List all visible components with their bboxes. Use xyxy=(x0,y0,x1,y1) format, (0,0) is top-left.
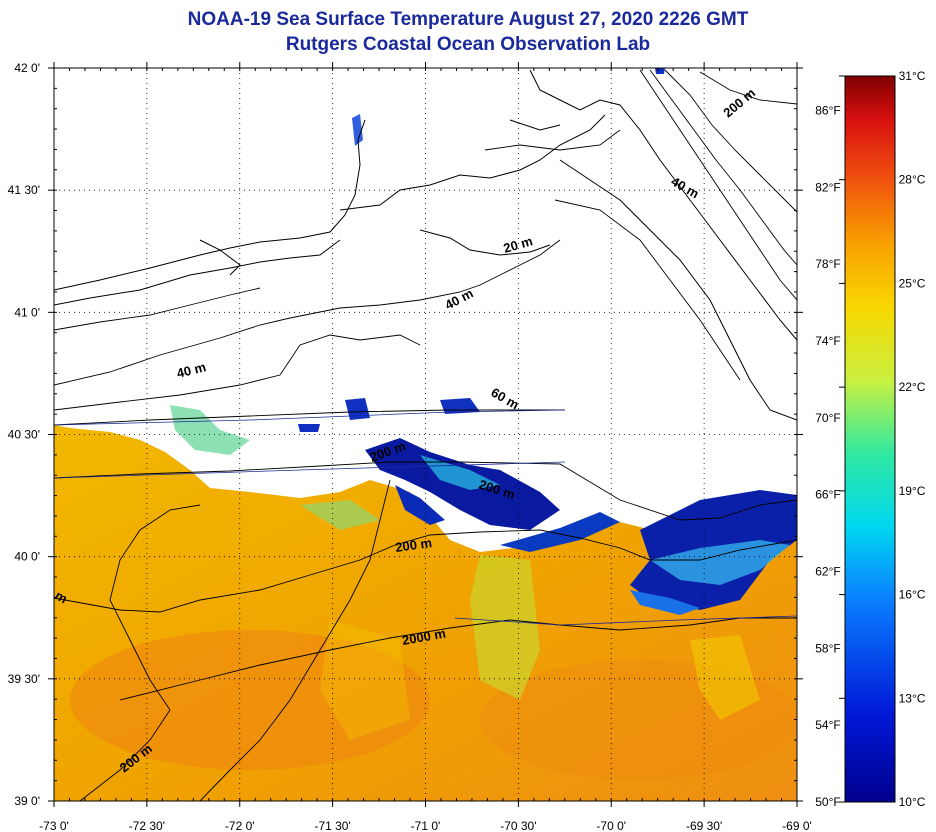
longitude-label: -72 30' xyxy=(129,819,165,832)
celsius-label: 19°C xyxy=(899,484,926,498)
longitude-label: -72 0' xyxy=(225,819,255,832)
longitude-label: -71 0' xyxy=(411,819,441,832)
fahrenheit-label: 50°F xyxy=(815,795,840,809)
fahrenheit-label: 86°F xyxy=(815,104,840,118)
latitude-label: 40 0' xyxy=(14,550,40,564)
latitude-label: 40 30' xyxy=(8,428,40,442)
latitude-label: 41 30' xyxy=(8,183,40,197)
celsius-label: 28°C xyxy=(899,173,926,187)
graticule xyxy=(54,68,797,801)
longitude-label: -70 30' xyxy=(500,819,536,832)
longitude-labels: -73 0' -72 30' -72 0' -71 30' -71 0' -70 30' -… xyxy=(39,819,812,832)
map-title: NOAA-19 Sea Surface Temperature August 2… xyxy=(187,9,749,30)
map-subtitle: Rutgers Coastal Ocean Observation Lab xyxy=(285,34,651,55)
fahrenheit-label: 66°F xyxy=(815,488,840,502)
latitude-label: 42 0' xyxy=(14,61,40,75)
fahrenheit-label: 74°F xyxy=(815,334,840,348)
celsius-label: 16°C xyxy=(899,588,926,602)
fahrenheit-label: 54°F xyxy=(815,718,840,732)
latitude-label: 41 0' xyxy=(14,305,40,319)
celsius-label: 10°C xyxy=(899,795,926,809)
fahrenheit-labels: 86°F 82°F 78°F 74°F 70°F 66°F 62°F 58°F 54°F 50°F xyxy=(815,104,840,809)
celsius-label: 13°C xyxy=(899,691,926,705)
celsius-label: 31°C xyxy=(899,69,926,83)
plot-area xyxy=(54,68,797,801)
axis-ticks xyxy=(48,62,803,807)
longitude-label: -73 0' xyxy=(39,819,69,832)
contour-label-200m-c: 200 m xyxy=(394,535,433,555)
fahrenheit-label: 78°F xyxy=(815,257,840,271)
contour-label-40m-w: 40 m xyxy=(175,359,207,381)
fahrenheit-label: 70°F xyxy=(815,411,840,425)
colorbar-gradient xyxy=(844,75,896,803)
celsius-labels: 31°C 28°C 25°C 22°C 19°C 16°C 13°C 10°C xyxy=(839,69,926,809)
fahrenheit-label: 58°F xyxy=(815,641,840,655)
longitude-label: -70 0' xyxy=(596,819,626,832)
coastline xyxy=(54,69,797,421)
latitude-labels: 42 0' 41 30' 41 0' 40 30' 40 0' 39 30' 39 0' xyxy=(8,61,40,808)
latitude-label: 39 30' xyxy=(8,672,40,686)
bathymetry-contours xyxy=(54,69,797,801)
latitude-label: 39 0' xyxy=(14,794,40,808)
longitude-label: -69 0' xyxy=(782,819,812,832)
fahrenheit-label: 62°F xyxy=(815,565,840,579)
longitude-label: -69 30' xyxy=(686,819,722,832)
fahrenheit-label: 82°F xyxy=(815,180,840,194)
celsius-label: 25°C xyxy=(899,276,926,290)
longitude-label: -71 30' xyxy=(314,819,350,832)
celsius-label: 22°C xyxy=(899,380,926,394)
colorbar: 86°F 82°F 78°F 74°F 70°F 66°F 62°F 58°F 54°F 50°F… xyxy=(815,69,925,809)
